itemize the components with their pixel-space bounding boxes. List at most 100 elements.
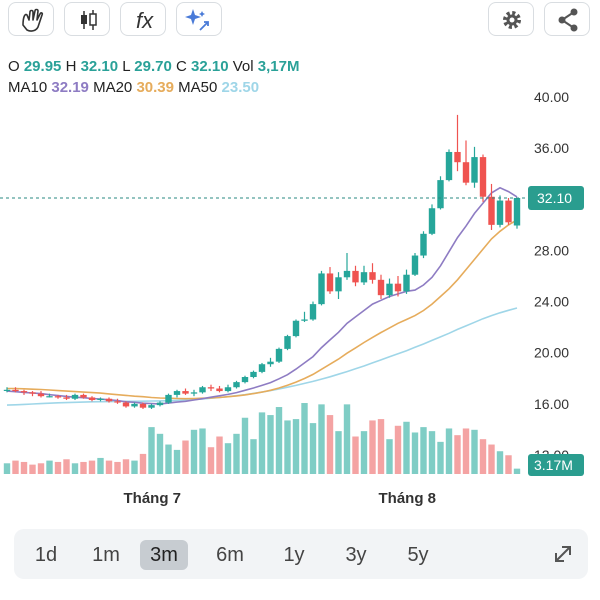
candle-body (309, 304, 317, 320)
range-button-3m[interactable]: 3m (140, 540, 188, 570)
candle-body (71, 394, 79, 399)
volume-bar (301, 403, 308, 474)
candle-body (63, 397, 70, 399)
y-tick-label: 20.00 (534, 345, 569, 361)
range-button-3y[interactable]: 3y (345, 544, 367, 566)
candle-body (513, 198, 521, 226)
range-button-1m[interactable]: 1m (92, 544, 120, 566)
y-tick-label: 16.00 (534, 396, 569, 412)
candle-body (352, 270, 359, 283)
volume-bar (88, 460, 96, 474)
close-value: 32.10 (191, 58, 229, 75)
volume-bar (284, 420, 291, 474)
candle-body (318, 273, 325, 305)
volume-bar (29, 464, 36, 474)
settings-button[interactable] (488, 2, 534, 36)
candle-body (267, 361, 274, 365)
volume-bar (403, 421, 410, 474)
candle-body (20, 391, 28, 393)
candle-body (454, 151, 461, 163)
candle-body (292, 320, 300, 337)
low-label: L (122, 58, 131, 75)
volume-bar (420, 427, 427, 474)
range-button-6m[interactable]: 6m (216, 544, 244, 566)
low-value: 29.70 (134, 58, 172, 75)
volume-bar (250, 439, 257, 474)
candle-body (437, 180, 444, 209)
candle-body (301, 319, 308, 321)
volume-tag-bg (528, 454, 584, 476)
volume-bar (360, 431, 368, 474)
volume-bar (114, 461, 121, 474)
volume-bar (471, 429, 478, 474)
draw-tool-button[interactable] (8, 2, 54, 36)
candle-body (207, 387, 215, 389)
candle-body (471, 157, 478, 183)
candle-body (182, 391, 189, 394)
volume-bar (386, 439, 393, 474)
volume-bar (445, 428, 453, 474)
volume-bar (352, 436, 359, 474)
y-tick-label: 28.00 (534, 242, 569, 258)
volume-label: Vol (232, 58, 254, 75)
ma50-value: 23.50 (221, 79, 260, 96)
x-tick-label: Tháng 7 (124, 490, 182, 507)
share-button[interactable] (544, 2, 590, 36)
volume-bar (233, 433, 240, 474)
volume-bar (156, 433, 164, 474)
volume-bar (275, 407, 283, 474)
volume-bar (131, 460, 138, 474)
volume-bar (335, 431, 342, 474)
volume-bar (394, 425, 402, 474)
volume-bar (437, 441, 444, 474)
volume-bar (139, 453, 147, 474)
candle-body (97, 398, 104, 401)
candle-body (326, 273, 334, 292)
volume-bar (216, 436, 223, 474)
range-button-1y[interactable]: 1y (283, 544, 305, 566)
range-button-5y[interactable]: 5y (407, 544, 429, 566)
chart-type-button[interactable] (64, 2, 110, 36)
candle-body (386, 283, 393, 296)
candle-body (369, 272, 376, 280)
ma50-label: MA50 (178, 79, 218, 96)
volume-bar (241, 417, 249, 474)
ai-button[interactable] (176, 2, 222, 36)
volume-bar (479, 439, 487, 474)
volume-bar (377, 419, 385, 474)
candle-body (173, 391, 181, 395)
candle-body (139, 403, 147, 408)
candle-body (377, 279, 385, 296)
candle-body (335, 277, 342, 292)
candle-body (199, 387, 206, 393)
volume-bar (165, 444, 172, 474)
volume-bar (369, 420, 376, 474)
candle-body (496, 200, 504, 225)
candle-body (80, 394, 87, 398)
expand-icon[interactable] (548, 539, 578, 569)
candle-body (420, 233, 427, 256)
volume-bar (496, 451, 504, 474)
indicator-button[interactable]: fx (120, 2, 166, 36)
ma20-line (7, 219, 518, 400)
candle-body (165, 394, 172, 403)
candle-body (88, 397, 96, 401)
price-chart[interactable]: 40.0036.0032.0028.0024.0020.0016.0012.00… (0, 0, 600, 520)
volume-bar (173, 449, 181, 474)
candle-body (3, 389, 11, 391)
volume-bar (80, 461, 87, 474)
candle-body (258, 364, 266, 372)
volume-bar (258, 412, 266, 474)
volume-bar (207, 447, 215, 474)
ohlc-legend: O 29.95 H 32.10 L 29.70 C 32.10 Vol 3,17… (8, 58, 299, 75)
volume-bar (318, 404, 325, 474)
open-value: 29.95 (23, 58, 62, 75)
candle-body (343, 270, 351, 278)
range-selector: 1d 1m 3m 6m 1y 3y 5y (14, 529, 588, 579)
volume-bar (454, 435, 461, 474)
candle-body (462, 162, 470, 183)
candle-body (403, 274, 410, 292)
range-button-1d[interactable]: 1d (34, 544, 58, 566)
candle-body (394, 283, 402, 292)
price-tag-bg (528, 186, 584, 211)
